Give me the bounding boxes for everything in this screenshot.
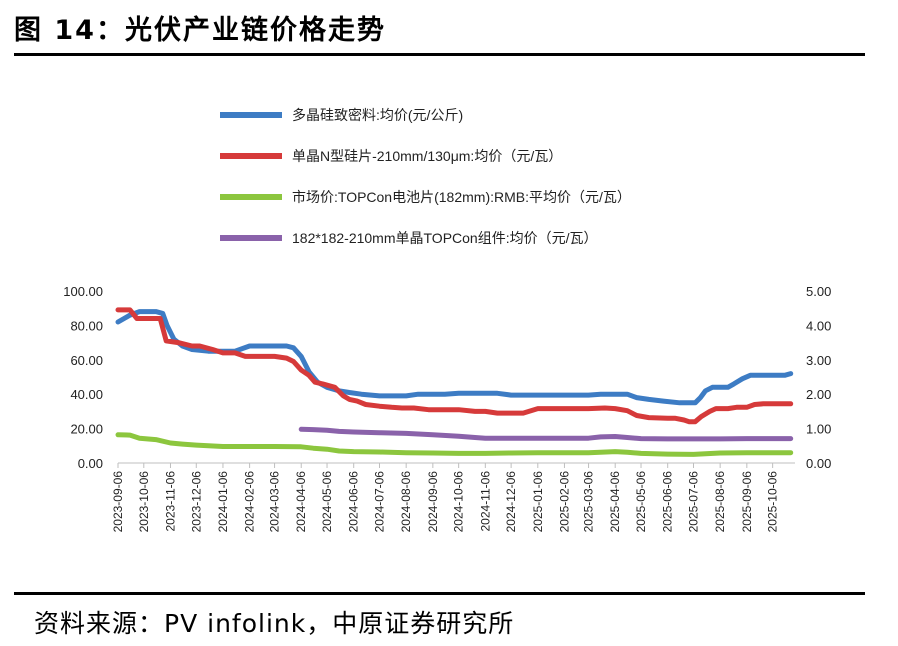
series-line-2 — [115, 307, 794, 425]
series-line-4 — [298, 426, 794, 442]
x-axis-tick-label: 2025-07-06 — [686, 471, 700, 533]
x-axis-tick-label: 2024-08-06 — [399, 471, 413, 533]
source-note: 资料来源：PV infolink，中原证券研究所 — [34, 609, 515, 638]
series-line-3 — [115, 432, 794, 457]
left-axis-tick-label: 0.00 — [78, 456, 103, 471]
right-axis-tick-label: 3.00 — [806, 353, 831, 368]
legend-label: 单晶N型硅片-210mm/130μm:均价（元/瓦） — [292, 148, 562, 164]
x-axis-tick-label: 2024-07-06 — [373, 471, 387, 533]
x-axis-tick-label: 2025-06-06 — [661, 471, 675, 533]
right-axis-tick-label: 2.00 — [806, 387, 831, 402]
right-axis-tick-label: 1.00 — [806, 422, 831, 437]
x-axis-tick-label: 2024-09-06 — [426, 471, 440, 533]
x-axis-tick-label: 2024-03-06 — [268, 471, 282, 533]
legend-label: 市场价:TOPCon电池片(182mm):RMB:平均价（元/瓦） — [292, 189, 631, 205]
x-axis-tick-label: 2024-02-06 — [243, 471, 257, 533]
left-axis-tick-label: 80.00 — [70, 318, 103, 333]
x-axis-tick-label: 2024-11-06 — [478, 471, 492, 532]
chart-series — [115, 307, 794, 457]
x-axis-tick-label: 2024-12-06 — [504, 471, 518, 533]
x-axis-tick-label: 2025-08-06 — [713, 471, 727, 533]
x-axis-tick-label: 2025-05-06 — [634, 471, 648, 533]
x-axis-tick-label: 2023-10-06 — [137, 471, 151, 533]
right-axis-tick-label: 0.00 — [806, 456, 831, 471]
series-line-1 — [115, 309, 794, 406]
left-axis-tick-label: 20.00 — [70, 422, 103, 437]
left-axis-tick-label: 100.00 — [63, 284, 103, 299]
chart-legend: 多晶硅致密料:均价(元/公斤) 单晶N型硅片-210mm/130μm:均价（元/瓦… — [220, 107, 631, 246]
x-axis-tick-label: 2024-01-06 — [216, 471, 230, 533]
x-axis-tick-label: 2024-05-06 — [320, 471, 334, 533]
x-axis-tick-label: 2025-02-06 — [557, 471, 571, 533]
x-axis-tick-label: 2023-09-06 — [111, 471, 125, 533]
x-axis-tick-label: 2023-11-06 — [163, 471, 177, 532]
legend-label: 182*182-210mm单晶TOPCon组件:均价（元/瓦） — [292, 230, 598, 246]
top-rule — [14, 53, 865, 56]
figure-title: 图 14：光伏产业链价格走势 — [14, 15, 386, 46]
x-axis-tick-label: 2023-12-06 — [189, 471, 203, 533]
x-axis-tick-label: 2025-09-06 — [740, 471, 754, 533]
x-axis-tick-label: 2025-03-06 — [582, 471, 596, 533]
x-axis-tick-label: 2024-04-06 — [294, 471, 308, 533]
bottom-rule — [14, 592, 865, 595]
x-axis-tick-label: 2025-04-06 — [608, 471, 622, 533]
x-axis-tick-label: 2025-01-06 — [531, 471, 545, 533]
right-axis-tick-label: 4.00 — [806, 318, 831, 333]
x-axis-tick-label: 2025-10-06 — [766, 471, 780, 533]
x-axis-tick-label: 2024-10-06 — [452, 471, 466, 533]
right-axis-tick-label: 5.00 — [806, 284, 831, 299]
left-axis-tick-label: 40.00 — [70, 387, 103, 402]
chart-axes: 0.00 20.00 40.00 60.00 80.00 100.00 0.00 1.00 2.… — [63, 284, 831, 532]
left-axis-tick-label: 60.00 — [70, 353, 103, 368]
x-axis-tick-label: 2024-06-06 — [347, 471, 361, 533]
legend-label: 多晶硅致密料:均价(元/公斤) — [292, 107, 463, 123]
